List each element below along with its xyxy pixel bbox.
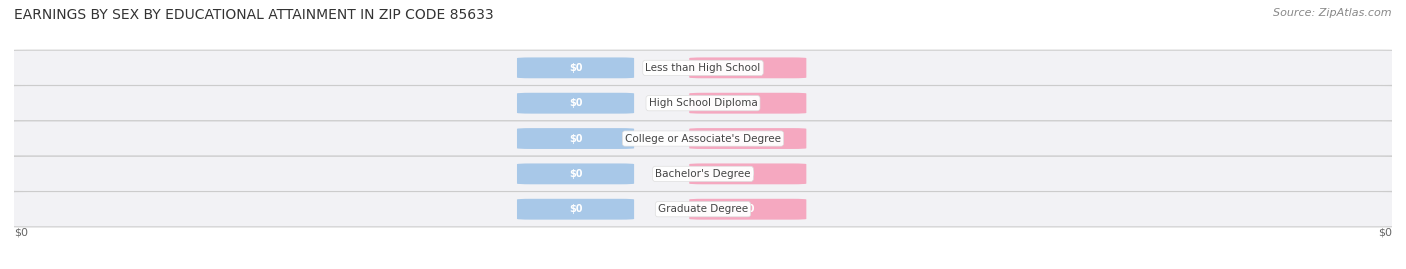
Text: EARNINGS BY SEX BY EDUCATIONAL ATTAINMENT IN ZIP CODE 85633: EARNINGS BY SEX BY EDUCATIONAL ATTAINMEN… <box>14 8 494 22</box>
FancyBboxPatch shape <box>689 128 807 149</box>
FancyBboxPatch shape <box>517 58 634 78</box>
Legend: Male, Female: Male, Female <box>643 267 763 269</box>
Text: $0: $0 <box>569 169 582 179</box>
FancyBboxPatch shape <box>517 199 634 220</box>
FancyBboxPatch shape <box>0 86 1406 121</box>
Text: Bachelor's Degree: Bachelor's Degree <box>655 169 751 179</box>
FancyBboxPatch shape <box>0 192 1406 227</box>
Text: $0: $0 <box>569 133 582 144</box>
Text: $0: $0 <box>569 98 582 108</box>
Text: Source: ZipAtlas.com: Source: ZipAtlas.com <box>1274 8 1392 18</box>
Text: $0: $0 <box>741 133 755 144</box>
Text: $0: $0 <box>741 204 755 214</box>
FancyBboxPatch shape <box>689 164 807 184</box>
Text: Graduate Degree: Graduate Degree <box>658 204 748 214</box>
FancyBboxPatch shape <box>0 50 1406 86</box>
Text: $0: $0 <box>14 228 28 238</box>
Text: $0: $0 <box>569 63 582 73</box>
FancyBboxPatch shape <box>689 93 807 114</box>
FancyBboxPatch shape <box>0 121 1406 156</box>
Text: $0: $0 <box>741 63 755 73</box>
FancyBboxPatch shape <box>0 156 1406 192</box>
Text: $0: $0 <box>741 169 755 179</box>
FancyBboxPatch shape <box>517 164 634 184</box>
FancyBboxPatch shape <box>517 128 634 149</box>
Text: Less than High School: Less than High School <box>645 63 761 73</box>
FancyBboxPatch shape <box>689 199 807 220</box>
FancyBboxPatch shape <box>517 93 634 114</box>
Text: $0: $0 <box>1378 228 1392 238</box>
Text: High School Diploma: High School Diploma <box>648 98 758 108</box>
FancyBboxPatch shape <box>689 58 807 78</box>
Text: $0: $0 <box>741 98 755 108</box>
Text: $0: $0 <box>569 204 582 214</box>
Text: College or Associate's Degree: College or Associate's Degree <box>626 133 780 144</box>
